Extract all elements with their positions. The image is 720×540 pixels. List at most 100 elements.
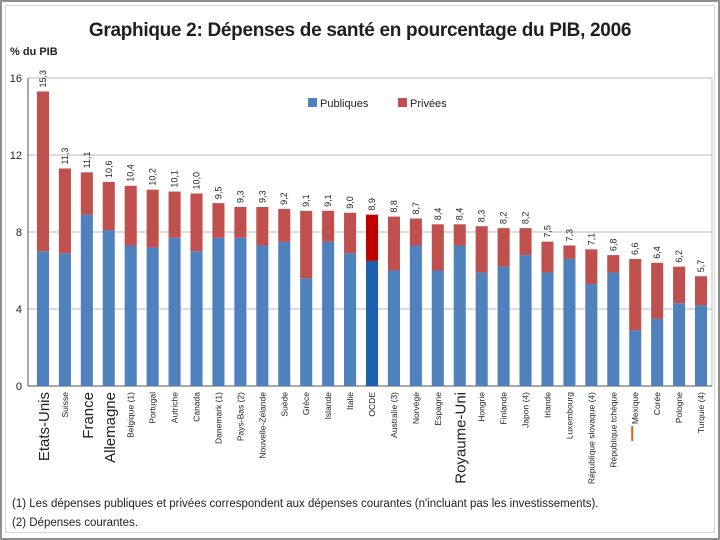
category-label: République slovaque (4) [586, 392, 596, 484]
total-label: 11,1 [82, 151, 92, 168]
total-label: 8,2 [521, 212, 531, 225]
category-label: Canada [192, 392, 202, 422]
bar-publiques [322, 241, 335, 386]
bar-publiques [36, 251, 49, 386]
bar-publiques [585, 283, 598, 386]
bar-publiques [300, 278, 313, 386]
category-label: Royaume-Uni [453, 392, 470, 484]
bar-privees [124, 185, 137, 246]
bar-privees [278, 208, 291, 242]
category-label: Suisse [60, 392, 70, 418]
legend-label: Privées [410, 98, 447, 110]
bar-privees [190, 193, 203, 252]
y-tick-label: 12 [10, 150, 22, 162]
total-label: 8,8 [389, 200, 399, 213]
bar-publiques [234, 237, 247, 386]
y-axis-label: % du PIB [10, 46, 58, 58]
category-label: Norvège [411, 392, 421, 424]
total-label: 9,3 [235, 190, 245, 203]
category-label: Grèce [301, 392, 311, 415]
category-label: Pays-Bas (2) [235, 392, 245, 441]
bar-publiques [409, 245, 422, 386]
category-label: Pologne [674, 392, 684, 423]
total-label: 9,1 [323, 194, 333, 207]
bar-publiques [344, 253, 357, 386]
footnote-2: (2) Dépenses courantes. [12, 517, 138, 529]
total-label: 8,3 [477, 210, 487, 223]
total-label: 9,5 [213, 187, 223, 200]
bar-publiques [365, 260, 379, 386]
total-label: 5,7 [696, 260, 706, 273]
bar-privees [365, 214, 379, 261]
category-label: Mexique [630, 392, 640, 424]
category-label: République tchèque [608, 392, 618, 468]
total-label: 8,9 [367, 198, 377, 211]
total-label: 15,3 [38, 70, 48, 88]
bar-publiques [629, 330, 642, 386]
footnote-1: (1) Les dépenses publiques et privées co… [12, 498, 599, 510]
category-label: Hongrie [477, 392, 487, 422]
category-label: Finlande [499, 392, 509, 425]
bar-publiques [607, 272, 620, 386]
bar-privees [212, 203, 225, 238]
total-label: 8,7 [411, 202, 421, 215]
total-label: 9,2 [279, 192, 289, 205]
bar-privees [168, 191, 181, 238]
total-label: 8,2 [499, 212, 509, 225]
category-label: Nouvelle-Zélande [257, 392, 267, 459]
total-label: 6,4 [652, 246, 662, 259]
bar-privees [475, 226, 488, 273]
category-label: Australie (3) [389, 392, 399, 438]
total-label: 6,8 [608, 239, 618, 252]
total-label: 10,6 [104, 160, 114, 178]
bar-privees [453, 224, 466, 246]
bar-publiques [256, 245, 269, 386]
bar-publiques [124, 245, 137, 386]
bar-publiques [497, 266, 510, 386]
slide-inner-frame [5, 5, 715, 533]
bar-privees [146, 189, 159, 248]
legend-swatch [308, 98, 317, 107]
bar-privees [431, 224, 444, 271]
y-tick-label: 16 [10, 73, 22, 85]
bar-privees [322, 210, 335, 242]
total-label: 7,5 [542, 225, 552, 238]
total-label: 8,4 [433, 208, 443, 221]
bar-privees [36, 91, 49, 252]
total-label: 6,2 [674, 250, 684, 263]
category-label: OCDE [367, 392, 377, 417]
bar-publiques [168, 237, 181, 386]
bar-publiques [58, 253, 71, 386]
total-label: 9,1 [301, 194, 311, 207]
bar-privees [541, 241, 554, 273]
category-label: Corée [652, 392, 662, 415]
total-label: 10,4 [126, 164, 136, 182]
total-label: 11,3 [60, 148, 70, 165]
category-label: Allemagne [102, 392, 119, 463]
category-label: Irlande [542, 392, 552, 418]
total-label: 7,1 [586, 233, 596, 246]
bar-privees [673, 266, 686, 304]
bar-privees [80, 172, 93, 215]
bar-publiques [278, 241, 291, 386]
legend-label: Publiques [320, 98, 369, 110]
total-label: 10,0 [192, 172, 202, 190]
bar-privees [234, 206, 247, 238]
total-label: 10,1 [170, 170, 180, 188]
bar-privees [629, 258, 642, 331]
bar-publiques [453, 245, 466, 386]
bar-privees [695, 276, 708, 306]
bar-privees [497, 228, 510, 267]
category-label: France [80, 392, 97, 439]
bar-publiques [80, 214, 93, 386]
bar-publiques [146, 247, 159, 386]
bar-privees [607, 255, 620, 273]
y-tick-label: 8 [16, 227, 22, 239]
category-label: Japon (4) [521, 392, 531, 428]
category-label: Suède [279, 392, 289, 417]
bar-privees [102, 181, 115, 231]
bar-privees [651, 262, 664, 319]
chart-title: Graphique 2: Dépenses de santé en pource… [88, 20, 632, 41]
